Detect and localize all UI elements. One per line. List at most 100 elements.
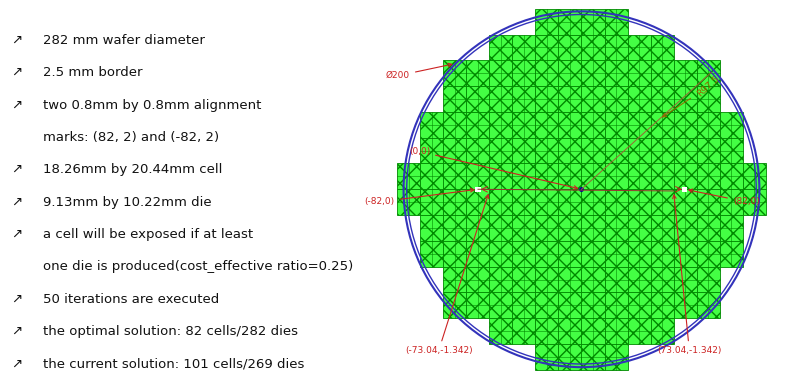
- Text: R97.5: R97.5: [662, 74, 722, 117]
- Text: ↗: ↗: [11, 66, 22, 79]
- Bar: [512, 267, 535, 293]
- Bar: [490, 60, 512, 86]
- Bar: [605, 164, 627, 189]
- Bar: [466, 293, 490, 318]
- Text: ↗: ↗: [11, 228, 22, 241]
- Bar: [697, 189, 720, 215]
- Bar: [582, 9, 605, 35]
- Bar: [490, 138, 512, 164]
- Bar: [742, 164, 766, 189]
- Bar: [466, 215, 490, 241]
- Bar: [558, 293, 582, 318]
- Bar: [720, 112, 742, 138]
- Bar: [490, 189, 512, 215]
- Bar: [582, 189, 605, 215]
- Text: 9.13mm by 10.22mm die: 9.13mm by 10.22mm die: [42, 196, 211, 209]
- Bar: [535, 35, 558, 60]
- Bar: [582, 60, 605, 86]
- Bar: [674, 164, 697, 189]
- Bar: [443, 112, 466, 138]
- Bar: [443, 86, 466, 112]
- Bar: [420, 215, 443, 241]
- Bar: [490, 293, 512, 318]
- Bar: [674, 267, 697, 293]
- Text: 50 iterations are executed: 50 iterations are executed: [42, 293, 219, 306]
- Bar: [720, 164, 742, 189]
- Bar: [420, 164, 443, 189]
- Bar: [582, 293, 605, 318]
- Text: ↗: ↗: [11, 293, 22, 306]
- Bar: [490, 86, 512, 112]
- Bar: [420, 189, 443, 215]
- Bar: [466, 60, 490, 86]
- Bar: [605, 241, 627, 267]
- Bar: [490, 35, 512, 60]
- Bar: [558, 189, 582, 215]
- Bar: [466, 112, 490, 138]
- Bar: [720, 215, 742, 241]
- Bar: [697, 164, 720, 189]
- Bar: [627, 60, 650, 86]
- Bar: [605, 267, 627, 293]
- Bar: [627, 35, 650, 60]
- Bar: [650, 267, 674, 293]
- Bar: [605, 9, 627, 35]
- Bar: [682, 187, 687, 192]
- Bar: [697, 138, 720, 164]
- Text: (82,0): (82,0): [689, 189, 760, 206]
- Bar: [466, 267, 490, 293]
- Bar: [466, 138, 490, 164]
- Bar: [650, 215, 674, 241]
- Bar: [490, 267, 512, 293]
- Bar: [605, 35, 627, 60]
- Text: (73.04,-1.342): (73.04,-1.342): [657, 195, 722, 355]
- Bar: [558, 164, 582, 189]
- Bar: [443, 164, 466, 189]
- Bar: [535, 241, 558, 267]
- Bar: [535, 112, 558, 138]
- Bar: [627, 164, 650, 189]
- Bar: [535, 164, 558, 189]
- Bar: [512, 35, 535, 60]
- Text: 18.26mm by 20.44mm cell: 18.26mm by 20.44mm cell: [42, 163, 222, 176]
- Bar: [674, 215, 697, 241]
- Text: a cell will be exposed if at least: a cell will be exposed if at least: [42, 228, 253, 241]
- Bar: [443, 241, 466, 267]
- Bar: [627, 267, 650, 293]
- Bar: [490, 112, 512, 138]
- Bar: [420, 241, 443, 267]
- Bar: [605, 189, 627, 215]
- Text: Ø200: Ø200: [386, 63, 452, 80]
- Bar: [558, 35, 582, 60]
- Bar: [605, 138, 627, 164]
- Bar: [627, 241, 650, 267]
- Text: marks: (82, 2) and (-82, 2): marks: (82, 2) and (-82, 2): [42, 131, 219, 144]
- Text: (-82,0): (-82,0): [365, 188, 474, 206]
- Bar: [558, 112, 582, 138]
- Text: ↗: ↗: [11, 357, 22, 370]
- Text: ↗: ↗: [11, 163, 22, 176]
- Bar: [558, 241, 582, 267]
- Bar: [535, 293, 558, 318]
- Bar: [582, 138, 605, 164]
- Bar: [674, 189, 697, 215]
- Bar: [535, 189, 558, 215]
- Text: ↗: ↗: [11, 34, 22, 47]
- Bar: [475, 187, 481, 192]
- Bar: [674, 293, 697, 318]
- Bar: [650, 318, 674, 344]
- Bar: [558, 267, 582, 293]
- Bar: [535, 9, 558, 35]
- Bar: [558, 60, 582, 86]
- Bar: [650, 189, 674, 215]
- Bar: [397, 164, 420, 189]
- Bar: [535, 318, 558, 344]
- Bar: [674, 138, 697, 164]
- Bar: [512, 215, 535, 241]
- Bar: [650, 86, 674, 112]
- Bar: [650, 241, 674, 267]
- Bar: [697, 60, 720, 86]
- Bar: [535, 86, 558, 112]
- Text: 282 mm wafer diameter: 282 mm wafer diameter: [42, 34, 205, 47]
- Bar: [443, 138, 466, 164]
